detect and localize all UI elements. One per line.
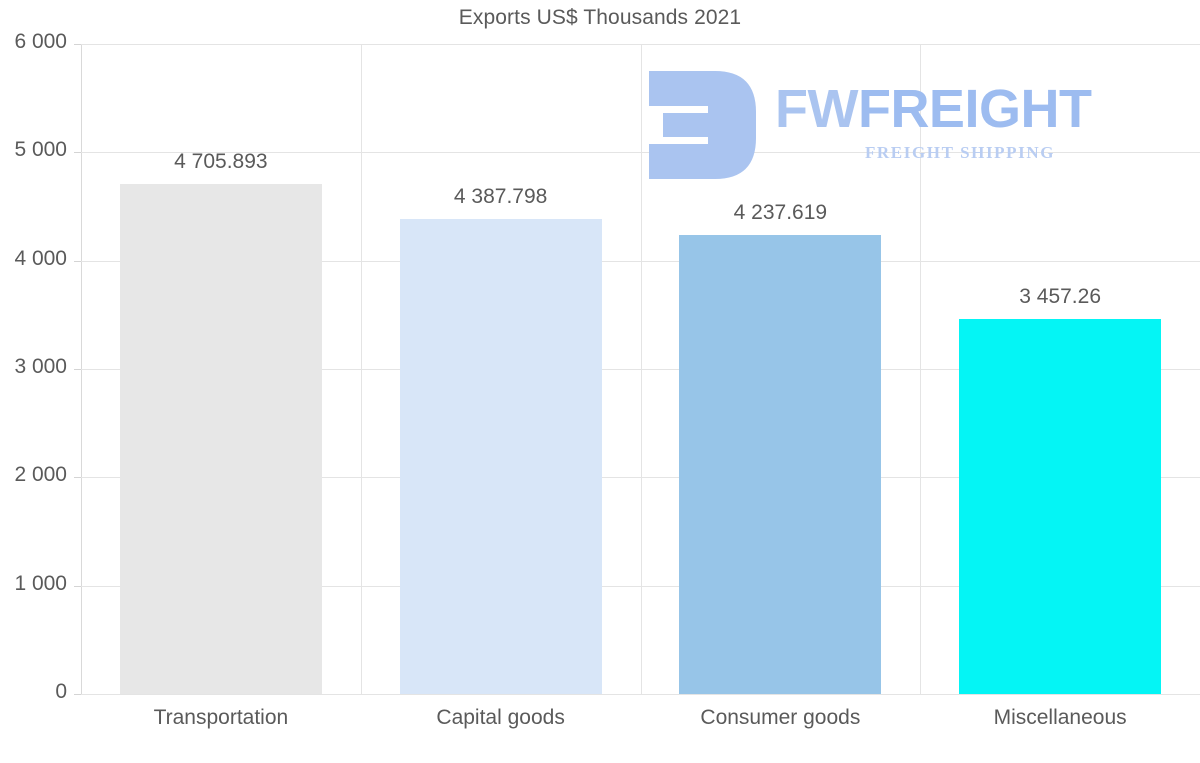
y-gridline — [81, 694, 1200, 695]
y-tick-label: 2 000 — [14, 463, 67, 487]
y-tick-label: 1 000 — [14, 571, 67, 595]
y-gridline — [81, 44, 1200, 45]
y-tick-label: 4 000 — [14, 246, 67, 270]
category-separator-gridline — [641, 44, 642, 694]
y-tick-label: 0 — [55, 680, 67, 703]
y-tick-mark — [74, 260, 81, 262]
category-separator-gridline — [361, 44, 362, 694]
bar-value-label: 4 237.619 — [733, 200, 828, 224]
y-tick-mark — [74, 152, 81, 154]
y-tick-label: 3 000 — [14, 355, 67, 378]
plot-area — [81, 44, 1200, 695]
y-tick-mark — [74, 585, 81, 587]
chart-title: Exports US$ Thousands 2021 — [458, 6, 742, 29]
y-tick-mark — [74, 477, 81, 479]
bar-consumer-goods[interactable] — [679, 234, 882, 694]
y-gridline — [81, 477, 1200, 479]
category-separator-gridline — [920, 44, 921, 694]
y-gridline — [81, 152, 1200, 154]
bar-miscellaneous[interactable] — [959, 319, 1162, 694]
x-axis-label: Consumer goods — [700, 706, 861, 729]
x-axis-label: Miscellaneous — [993, 706, 1127, 729]
x-axis-label: Transportation — [153, 706, 289, 729]
y-tick-label: 5 000 — [14, 138, 67, 162]
bar-capital-goods[interactable] — [399, 218, 602, 694]
y-gridline — [81, 260, 1200, 262]
y-tick-mark — [74, 44, 81, 45]
bar-transportation[interactable] — [119, 184, 322, 694]
y-tick-mark — [74, 369, 81, 370]
bar-value-label: 4 387.798 — [453, 184, 548, 208]
y-tick-label: 6 000 — [14, 30, 67, 53]
bar-value-label: 4 705.893 — [174, 150, 268, 174]
x-axis-label: Capital goods — [436, 706, 565, 729]
y-tick-mark — [74, 694, 81, 695]
bar-value-label: 3 457.26 — [1019, 285, 1101, 309]
y-gridline — [81, 369, 1200, 370]
y-gridline — [81, 585, 1200, 587]
